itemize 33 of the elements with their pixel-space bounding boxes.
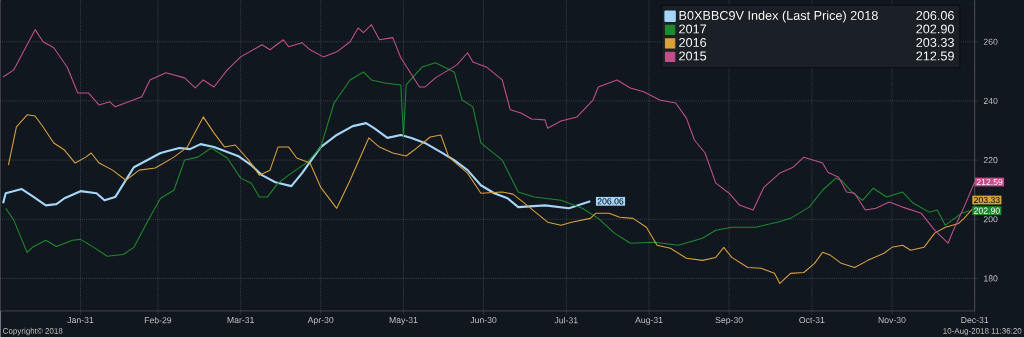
legend-label: 2015 <box>679 51 707 61</box>
x-tick-label: May-31 <box>389 317 418 325</box>
x-tick-label: Oct-31 <box>799 317 825 324</box>
x-tick-label: Jul-31 <box>554 317 578 324</box>
data-label: 202.90 <box>974 207 1000 214</box>
y-tick-label: 220 <box>983 157 998 164</box>
line-series <box>2 122 592 210</box>
data-label: 212.59 <box>976 178 1003 186</box>
y-tick-label: 180 <box>984 275 998 282</box>
y-tick-label: 200 <box>983 216 998 223</box>
annotation: 202.90 <box>916 24 954 34</box>
annotation: 212.59 <box>916 51 954 61</box>
annotation: 203.33 <box>916 38 954 47</box>
x-tick-label: Mar-31 <box>227 317 254 324</box>
line-series <box>5 62 970 257</box>
y-tick-label: 240 <box>983 97 998 105</box>
x-tick-label: Dec-31 <box>961 317 989 324</box>
x-tick-label: Nov-30 <box>878 317 906 324</box>
annotation: 206.06 <box>916 11 954 20</box>
x-tick-label: Jun-30 <box>470 317 497 324</box>
x-tick-label: Jan-31 <box>67 317 94 324</box>
x-tick-label: Feb-29 <box>144 317 172 324</box>
text: Copyright© 2018 <box>3 327 63 336</box>
x-tick-label: Sep-30 <box>715 317 743 325</box>
legend-label: 2017 <box>679 24 707 34</box>
x-tick-label: Aug-31 <box>635 317 663 325</box>
legend-label: B0XBBC9V Index (Last Price) 2018 <box>679 10 878 23</box>
data-label: 203.33 <box>974 197 1000 204</box>
text: 10-Aug-2018 11:36:20 <box>943 328 1022 336</box>
legend-label: 2016 <box>679 38 707 47</box>
y-tick-label: 260 <box>983 38 998 45</box>
data-label: 206.06 <box>597 198 624 205</box>
x-tick-label: Apr-30 <box>307 317 334 325</box>
